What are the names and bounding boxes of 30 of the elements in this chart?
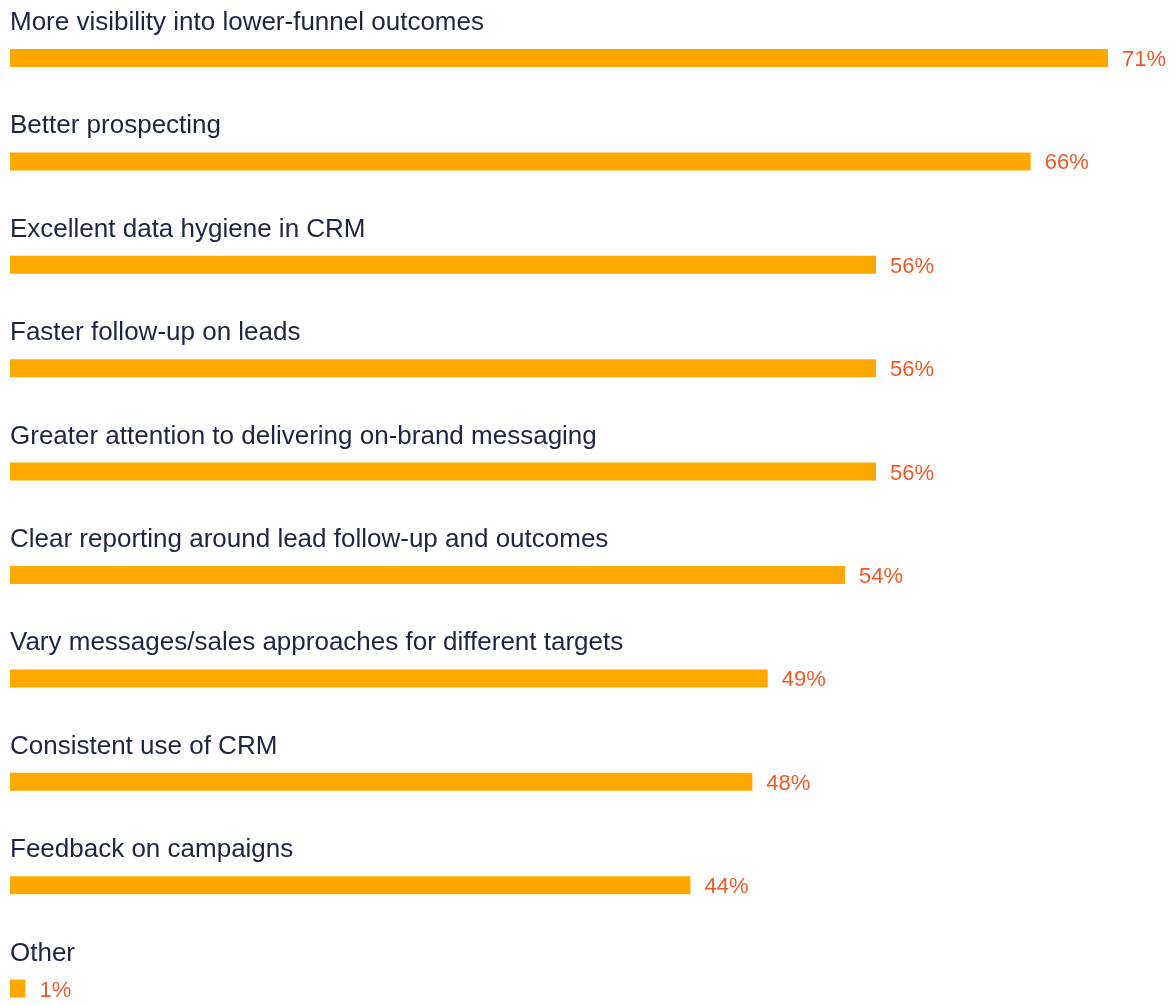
data-label: 56% (890, 459, 935, 485)
bar (10, 49, 1108, 67)
bar (10, 772, 753, 791)
data-label: 71% (1122, 46, 1167, 71)
data-label: 56% (890, 252, 935, 278)
bar (10, 876, 691, 895)
bar (10, 669, 768, 688)
y-tick-label: Other (10, 936, 76, 967)
y-tick-label: Vary messages/sales approaches for different targets (10, 626, 624, 657)
y-tick-label: Consistent use of CRM (10, 729, 278, 760)
data-label: 49% (781, 666, 826, 692)
y-tick-label: Greater attention to delivering on-brand messaging (10, 419, 597, 450)
y-tick-label: Faster follow-up on leads (10, 316, 301, 347)
bar (10, 359, 877, 378)
y-tick-label: Feedback on campaigns (10, 833, 294, 864)
data-label: 44% (704, 873, 749, 899)
data-label: 66% (1044, 149, 1089, 175)
bar (10, 255, 877, 274)
y-tick-label: Better prospecting (10, 109, 222, 140)
bar (10, 566, 846, 584)
bar (10, 462, 877, 481)
data-label: 54% (859, 563, 904, 588)
bar (10, 152, 1031, 171)
data-label: 48% (766, 769, 811, 795)
y-tick-label: More visibility into lower-funnel outcomes (10, 6, 484, 36)
y-tick-label: Clear reporting around lead follow-up and outcomes (10, 523, 609, 553)
bar (10, 979, 26, 998)
data-label: 1% (39, 976, 72, 1002)
data-label: 56% (890, 356, 935, 382)
y-tick-label: Excellent data hygiene in CRM (10, 212, 366, 243)
